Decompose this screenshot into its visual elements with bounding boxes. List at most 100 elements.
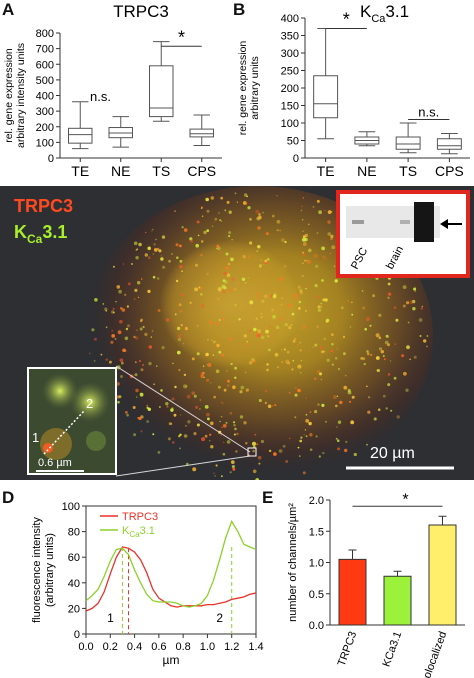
speckle — [382, 355, 385, 357]
speckle — [419, 335, 422, 337]
y-tick-label: 100 — [36, 137, 54, 149]
speckle — [289, 437, 291, 440]
speckle — [221, 426, 224, 429]
speckle — [280, 349, 283, 351]
speckle — [119, 358, 124, 363]
speckle — [100, 353, 103, 356]
zoom-blob — [43, 443, 53, 453]
speckle — [225, 266, 229, 270]
speckle — [172, 441, 175, 444]
speckle — [237, 282, 239, 284]
speckle — [414, 290, 416, 292]
speckle — [231, 277, 235, 282]
speckle — [113, 311, 115, 314]
speckle — [281, 238, 285, 242]
speckle — [228, 210, 232, 214]
speckle — [276, 219, 281, 224]
speckle — [171, 407, 174, 410]
speckle — [255, 306, 258, 308]
speckle — [152, 228, 154, 230]
speckle — [322, 451, 325, 455]
speckle — [302, 242, 307, 246]
y-tick-label: 0 — [48, 153, 54, 165]
fluorescence-micrograph: TRPC3 KCa3.1 PSC brain 1 2 0.6 µm 20 µm — [0, 186, 474, 480]
speckle — [321, 246, 325, 251]
speckle — [227, 262, 231, 266]
box — [68, 127, 93, 144]
speckle — [249, 329, 252, 332]
y-axis-label: rel. gene expression — [3, 48, 15, 143]
speckle — [335, 437, 338, 440]
speckle — [125, 327, 129, 331]
speckle — [351, 395, 355, 399]
box-plot-kca31: 0 50 100 150 200 250 300 350 400 TE NE TS CPS * n.s. re… — [237, 2, 470, 179]
speckle — [304, 237, 308, 242]
speckle — [295, 297, 299, 301]
speckle — [135, 388, 139, 393]
speckle — [330, 237, 334, 241]
speckle — [176, 256, 179, 259]
speckle — [167, 437, 171, 441]
speckle — [312, 205, 315, 208]
speckle — [126, 413, 129, 417]
speckle — [366, 350, 369, 353]
speckle — [189, 237, 193, 241]
speckle — [161, 235, 166, 239]
speckle — [205, 352, 209, 357]
speckle — [210, 196, 215, 200]
speckle — [151, 230, 153, 232]
chart-title: TRPC3 — [113, 2, 169, 21]
speckle — [302, 262, 304, 264]
speckle — [144, 231, 147, 234]
speckle — [150, 336, 153, 338]
marker-label: 2 — [216, 611, 223, 625]
speckle — [303, 434, 305, 436]
y-tick-label: 800 — [36, 28, 54, 40]
speckle — [256, 296, 259, 299]
speckle — [198, 286, 201, 289]
speckle — [349, 326, 352, 328]
panel-label-e: E — [262, 488, 274, 507]
speckle — [252, 359, 256, 363]
speckle — [183, 384, 188, 389]
y-tick-label: 50 — [287, 136, 299, 148]
speckle — [171, 397, 175, 401]
speckle — [394, 343, 396, 345]
speckle — [112, 265, 115, 268]
y-tick-label: 600 — [36, 59, 54, 71]
speckle — [168, 422, 172, 426]
speckle — [134, 361, 137, 364]
speckle — [166, 405, 169, 408]
speckle — [124, 336, 129, 341]
speckle — [413, 287, 417, 291]
speckle — [299, 291, 303, 295]
speckle — [138, 416, 142, 421]
speckle — [272, 315, 276, 319]
speckle — [175, 243, 179, 247]
speckle — [302, 251, 304, 254]
speckle — [280, 303, 283, 306]
x-tick-label: TE — [71, 163, 89, 179]
speckle — [223, 441, 225, 444]
speckle — [236, 201, 239, 203]
speckle — [240, 385, 245, 390]
y-axis-label: (arbitrary units) — [44, 533, 56, 607]
speckle — [253, 327, 257, 332]
speckle — [402, 304, 406, 308]
speckle — [337, 420, 342, 424]
speckle — [426, 345, 428, 348]
speckle — [284, 240, 287, 244]
speckle — [157, 451, 161, 454]
speckle — [206, 412, 210, 417]
speckle — [205, 197, 209, 202]
blot-band-brain — [414, 202, 434, 242]
zoom-blob — [42, 373, 78, 409]
speckle — [108, 360, 112, 364]
speckle — [234, 376, 237, 379]
speckle — [384, 340, 389, 345]
speckle — [266, 363, 269, 366]
speckle — [302, 235, 306, 239]
speckle — [271, 309, 274, 312]
speckle — [286, 350, 290, 354]
speckle — [351, 313, 354, 316]
